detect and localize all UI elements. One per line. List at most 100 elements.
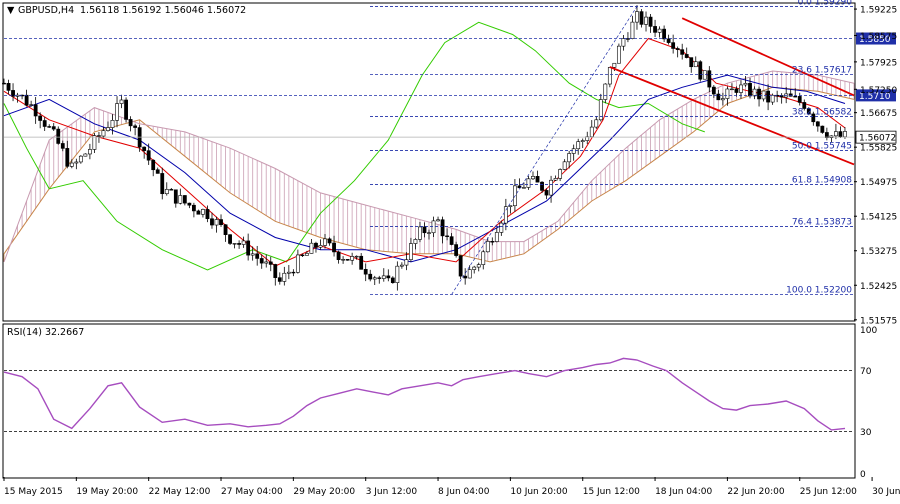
candle-body	[418, 226, 422, 240]
candle-body	[454, 244, 459, 256]
candle-body	[223, 224, 228, 235]
candle-body	[743, 83, 748, 86]
candle-body	[467, 269, 472, 279]
candle-body	[381, 275, 386, 279]
price-axis: 1.59225 1.58575 1.57925 1.57250 1.56675 1.558…	[4, 6, 897, 326]
rsi-tick-label: 0	[860, 470, 866, 480]
candle-body	[806, 108, 811, 115]
candle-body	[531, 176, 535, 180]
candle-body	[761, 90, 766, 100]
candle-body	[228, 234, 232, 244]
candle-body	[368, 273, 373, 280]
candle-body	[576, 141, 581, 150]
candle-body	[607, 67, 612, 85]
candle-body	[219, 219, 223, 226]
candle-body	[540, 181, 544, 191]
candle-body	[571, 148, 576, 154]
price-tick-label: 1.51575	[860, 316, 897, 326]
price-tick-label: 1.54125	[860, 213, 897, 223]
candle-body	[535, 176, 540, 183]
candle-body	[843, 131, 847, 138]
candle-body	[648, 16, 653, 27]
candle-body	[300, 254, 305, 257]
candle-body	[83, 153, 88, 157]
candle-body	[191, 204, 196, 212]
candle-body	[286, 271, 291, 274]
candle-body	[427, 232, 431, 234]
candle-body	[562, 161, 567, 170]
candle-body	[395, 265, 400, 283]
fibonacci-levels: 0.0 1.59290 23.6 1.57617 38.2 1.56582 50.0 …	[4, 0, 896, 295]
symbol-arrow-icon: ▼	[7, 5, 15, 16]
candle-body	[766, 90, 770, 103]
candle-body	[739, 84, 743, 93]
candle-body	[51, 126, 56, 130]
candle-body	[626, 38, 630, 40]
price-tick-label: 1.57250	[860, 86, 897, 96]
candle-body	[824, 132, 829, 139]
candle-body	[449, 236, 454, 245]
candle-body	[119, 99, 124, 104]
current-price-tag	[855, 130, 897, 144]
candle-body	[797, 96, 802, 103]
candle-body	[88, 149, 92, 155]
fib-label: 23.6 1.57617	[792, 65, 852, 75]
main-panel-frame	[2, 2, 856, 322]
candle-body	[698, 61, 703, 80]
rsi-panel: 100 70 30 0	[3, 326, 877, 480]
candle-body	[128, 119, 133, 127]
level-price-tag	[856, 89, 896, 102]
ichimoku-cloud	[3, 70, 855, 263]
candle-body	[164, 189, 169, 195]
candle-body	[241, 240, 246, 245]
candle-body	[268, 261, 273, 265]
candle-body	[490, 241, 495, 243]
candle-body	[793, 95, 798, 98]
candle-body	[332, 242, 336, 253]
candle-body	[250, 253, 255, 256]
candle-body	[702, 70, 707, 80]
candle-body	[653, 26, 657, 33]
senkou-span-b-line	[3, 70, 855, 263]
candle-body	[716, 93, 721, 101]
candle-body	[639, 11, 644, 25]
candle-body	[169, 189, 174, 191]
fib-label: 76.4 1.53873	[792, 217, 852, 227]
candle-body	[277, 277, 282, 282]
candle-body	[598, 99, 603, 121]
candle-body	[201, 209, 205, 215]
candle-body	[187, 202, 192, 206]
candle-body	[644, 16, 648, 25]
candle-body	[124, 99, 128, 120]
candle-body	[318, 245, 323, 248]
candle-body	[503, 206, 508, 224]
candle-body	[314, 242, 318, 248]
candle-body	[621, 38, 626, 47]
candle-body	[47, 126, 52, 128]
candle-body	[730, 88, 734, 91]
candle-body	[110, 120, 115, 128]
price-tick-label: 1.58575	[860, 32, 897, 42]
candle-body	[282, 272, 287, 282]
candle-body	[820, 125, 825, 133]
candle-body	[458, 255, 463, 277]
candle-body	[323, 238, 327, 246]
time-tick-label: 29 May 20:00	[293, 487, 355, 497]
time-tick-label: 15 May 2015	[4, 487, 63, 497]
candle-body	[291, 271, 296, 274]
price-tick-label: 1.57925	[860, 58, 897, 68]
candle-body	[657, 28, 662, 33]
candle-body	[666, 38, 671, 43]
candle-body	[78, 155, 83, 163]
candle-body	[838, 131, 843, 138]
rsi-title: RSI(14) 32.2667	[7, 327, 84, 338]
candle-body	[476, 264, 481, 268]
chart-symbol: GBPUSD,H4	[18, 5, 74, 16]
candle-body	[341, 259, 345, 261]
candle-body	[38, 115, 43, 121]
candle-body	[802, 102, 807, 109]
candle-body	[499, 222, 504, 233]
senkou-span-a-line	[3, 86, 855, 263]
candle-body	[526, 178, 531, 188]
fib-label: 50.0 1.55745	[792, 141, 852, 151]
